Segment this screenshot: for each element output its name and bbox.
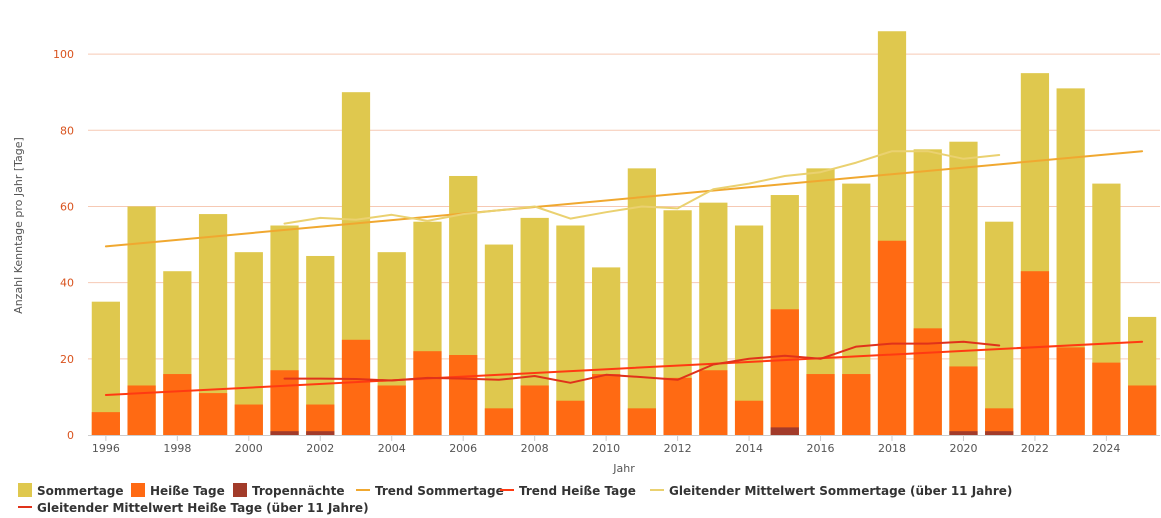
- axis-layer: Jahr Anzahl Kenntage pro Jahr [Tage] 199…: [12, 137, 1160, 475]
- bar-hei-e-tage-2005: [413, 351, 442, 435]
- bar-hei-e-tage-2019: [913, 328, 942, 435]
- y-tick-label: 60: [60, 200, 74, 213]
- legend-label: Heiße Tage: [150, 484, 225, 498]
- bar-hei-e-tage-2002: [306, 404, 335, 435]
- bar-tropenn-chte-2001: [270, 431, 299, 435]
- legend: Sommertage Heiße Tage Tropennächte Trend So…: [18, 483, 1012, 515]
- bar-tropenn-chte-2020: [949, 431, 978, 435]
- line-trend-sommertage: [104, 150, 1144, 248]
- x-tick-label: 2000: [235, 442, 263, 455]
- bar-hei-e-tage-2004: [377, 385, 406, 435]
- bar-hei-e-tage-2014: [734, 400, 764, 435]
- bar-hei-e-tage-2008: [520, 385, 549, 435]
- legend-item-1[interactable]: Heiße Tage: [131, 483, 225, 498]
- x-tick-label: 1998: [163, 442, 191, 455]
- bar-hei-e-tage-2024: [1092, 362, 1121, 435]
- bar-hei-e-tage-1999: [198, 393, 228, 435]
- legend-swatch: [131, 483, 145, 497]
- bar-hei-e-tage-2006: [449, 355, 478, 435]
- bar-sommertage-2021: [985, 221, 1014, 435]
- bar-hei-e-tage-2011: [627, 408, 656, 435]
- legend-label: Gleitender Mittelwert Heiße Tage (über 1…: [37, 501, 369, 515]
- bar-hei-e-tage-2025: [1128, 385, 1157, 435]
- bar-hei-e-tage-2001: [270, 370, 299, 435]
- x-tick-label: 2024: [1092, 442, 1120, 455]
- bar-tropenn-chte-2015: [770, 427, 799, 435]
- x-tick-label: 2002: [306, 442, 334, 455]
- x-tick-label: 2016: [807, 442, 835, 455]
- legend-label: Trend Heiße Tage: [519, 484, 636, 498]
- y-axis-title: Anzahl Kenntage pro Jahr [Tage]: [12, 137, 25, 314]
- bar-sommertage-2007: [484, 244, 514, 435]
- y-tick-label: 20: [60, 353, 74, 366]
- bar-tropenn-chte-2002: [306, 431, 335, 435]
- bar-layer: [91, 31, 1157, 436]
- x-tick-label: 2020: [949, 442, 977, 455]
- x-tick-label: 2014: [735, 442, 763, 455]
- y-tick-label: 40: [60, 277, 74, 290]
- legend-item-5[interactable]: Gleitender Mittelwert Sommertage (über 1…: [650, 484, 1012, 498]
- x-tick-label: 2012: [664, 442, 692, 455]
- bar-hei-e-tage-2007: [484, 408, 514, 435]
- bar-hei-e-tage-2009: [556, 400, 585, 435]
- legend-label: Trend Sommertage: [375, 484, 504, 498]
- legend-item-2[interactable]: Tropennächte: [233, 483, 344, 498]
- x-tick-label: 1996: [92, 442, 120, 455]
- bar-hei-e-tage-2003: [341, 339, 371, 435]
- x-tick-label: 2022: [1021, 442, 1049, 455]
- y-tick-label: 100: [53, 48, 74, 61]
- bar-hei-e-tage-2016: [806, 374, 835, 435]
- bar-hei-e-tage-2022: [1020, 271, 1050, 435]
- bar-hei-e-tage-2018: [877, 240, 907, 435]
- legend-item-6[interactable]: Gleitender Mittelwert Heiße Tage (über 1…: [18, 501, 369, 515]
- bar-hei-e-tage-2000: [234, 404, 263, 435]
- legend-item-0[interactable]: Sommertage: [18, 483, 124, 498]
- y-tick-label: 80: [60, 124, 74, 137]
- x-tick-label: 2004: [378, 442, 406, 455]
- grid-layer: 0 20 40 60 80 100: [53, 48, 1160, 442]
- legend-item-3[interactable]: Trend Sommertage: [356, 484, 504, 498]
- bar-tropenn-chte-2021: [985, 431, 1014, 435]
- bar-hei-e-tage-2017: [842, 374, 871, 435]
- x-axis-title: Jahr: [612, 462, 635, 475]
- line-layer: [104, 150, 1144, 396]
- legend-label: Tropennächte: [252, 484, 344, 498]
- bar-sommertage-2009: [556, 225, 585, 435]
- line-trend-hei-e-tage: [104, 340, 1144, 396]
- legend-label: Sommertage: [37, 484, 124, 498]
- legend-swatch: [233, 483, 247, 497]
- bar-hei-e-tage-2023: [1056, 347, 1085, 435]
- legend-item-4[interactable]: Trend Heiße Tage: [500, 484, 636, 498]
- bar-hei-e-tage-2015: [770, 309, 799, 435]
- y-tick-label: 0: [67, 429, 74, 442]
- legend-swatch: [18, 483, 32, 497]
- bar-hei-e-tage-2012: [663, 377, 692, 435]
- legend-label: Gleitender Mittelwert Sommertage (über 1…: [669, 484, 1012, 498]
- bar-hei-e-tage-2010: [592, 374, 621, 435]
- bar-hei-e-tage-2013: [699, 370, 728, 435]
- x-tick-label: 2008: [521, 442, 549, 455]
- bar-hei-e-tage-1996: [91, 412, 120, 435]
- x-tick-label: 2010: [592, 442, 620, 455]
- x-tick-label: 2018: [878, 442, 906, 455]
- bar-sommertage-2014: [734, 225, 764, 435]
- bar-sommertage-2011: [627, 168, 656, 435]
- line-gleitender-mittelwert-sommertage-ber-11-jahre-: [283, 150, 1001, 225]
- x-tick-label: 2006: [449, 442, 477, 455]
- line-gleitender-mittelwert-hei-e-tage-ber-11-jahre-: [283, 340, 1001, 384]
- bar-hei-e-tage-2020: [949, 366, 978, 435]
- bar-hei-e-tage-1998: [163, 374, 192, 435]
- bar-hei-e-tage-2021: [985, 408, 1014, 435]
